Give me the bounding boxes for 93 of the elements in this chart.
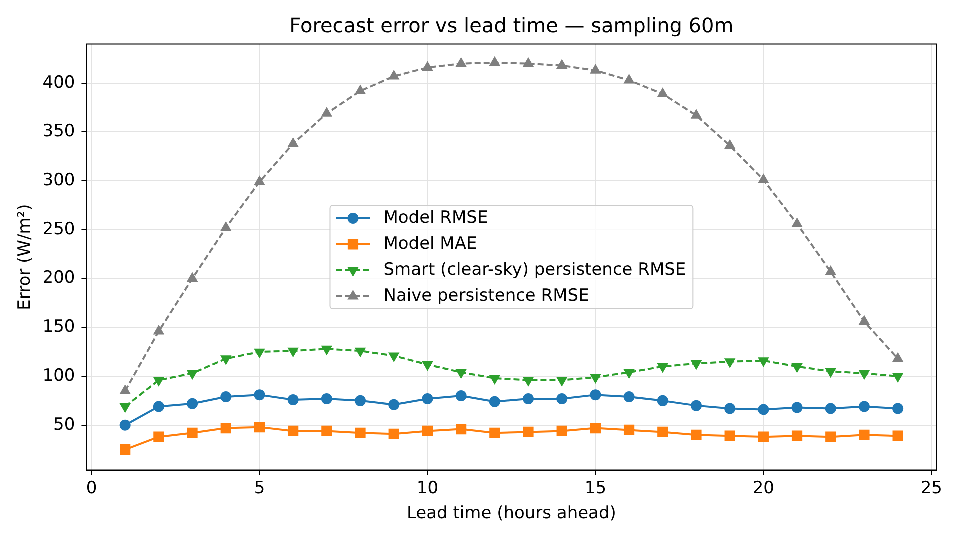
point [556, 393, 568, 404]
point [859, 430, 870, 440]
point [758, 404, 770, 416]
point [691, 430, 702, 440]
point [186, 272, 198, 282]
point [624, 424, 635, 436]
point [220, 422, 232, 434]
point [220, 392, 232, 403]
point [724, 430, 736, 442]
point [153, 325, 165, 335]
point [422, 61, 434, 71]
y-axis-title: Error (W/m²) [14, 204, 35, 310]
point [522, 57, 534, 68]
point [657, 395, 668, 406]
y-tick-label: 250 [42, 219, 76, 240]
point [354, 84, 366, 94]
point [758, 174, 770, 184]
point [590, 390, 602, 401]
point [355, 428, 366, 438]
point [288, 426, 299, 437]
point [120, 444, 131, 456]
point [624, 74, 635, 84]
legend-label: Model MAE [384, 234, 478, 254]
point [153, 401, 164, 412]
chart-title: Forecast error vs lead time — sampling 60m [290, 14, 734, 38]
point [792, 218, 803, 228]
point [489, 396, 500, 408]
point [187, 428, 198, 438]
x-tick-label: 25 [920, 478, 942, 498]
point [120, 420, 131, 431]
point [456, 57, 467, 68]
point [690, 109, 702, 119]
x-tick-label: 15 [584, 478, 607, 498]
point [321, 393, 332, 404]
point [288, 137, 299, 148]
point [254, 422, 266, 433]
point [657, 88, 669, 98]
point [590, 422, 601, 434]
y-tick-label: 400 [42, 72, 76, 93]
point [590, 64, 602, 74]
point [388, 399, 400, 410]
point [254, 390, 266, 401]
point [825, 403, 836, 414]
point [523, 393, 534, 404]
x-tick-label: 10 [416, 478, 439, 498]
point [220, 221, 232, 232]
y-tick-label: 300 [42, 170, 76, 191]
point [355, 395, 366, 406]
x-axis-title: Lead time (hours ahead) [407, 503, 616, 524]
point [556, 426, 568, 437]
point [456, 390, 467, 402]
point [154, 432, 164, 442]
point [892, 352, 904, 362]
point [690, 400, 702, 412]
point [388, 428, 400, 440]
point [322, 426, 332, 437]
point [792, 430, 803, 442]
y-tick-label: 350 [42, 122, 76, 142]
point [254, 176, 266, 186]
point [758, 432, 769, 442]
y-tick-label: 50 [54, 414, 76, 435]
point [724, 139, 736, 150]
point [288, 394, 299, 406]
point [523, 426, 534, 438]
point [658, 426, 668, 438]
point [556, 59, 568, 70]
point [187, 398, 198, 410]
x-tick-label: 20 [752, 478, 774, 498]
y-tick-label: 100 [42, 366, 76, 386]
legend-label: Model RMSE [384, 208, 488, 228]
point [422, 426, 434, 437]
legend-label: Naive persistence RMSE [384, 286, 590, 306]
point [792, 402, 803, 414]
point [120, 384, 131, 394]
point [489, 56, 501, 66]
point [422, 393, 434, 404]
point [456, 424, 467, 435]
x-tick-label: 0 [86, 478, 98, 498]
y-tick-label: 150 [42, 317, 76, 338]
point [892, 403, 904, 414]
point [825, 265, 836, 276]
point [858, 315, 870, 326]
point [724, 403, 736, 414]
legend-label: Smart (clear-sky) persistence RMSE [384, 260, 686, 280]
x-tick-label: 5 [254, 478, 266, 498]
point [321, 107, 333, 117]
point [858, 401, 870, 412]
point [490, 428, 500, 438]
point [826, 432, 836, 442]
point [624, 392, 635, 403]
point [388, 70, 400, 80]
point [892, 430, 904, 442]
y-tick-label: 200 [42, 268, 76, 288]
